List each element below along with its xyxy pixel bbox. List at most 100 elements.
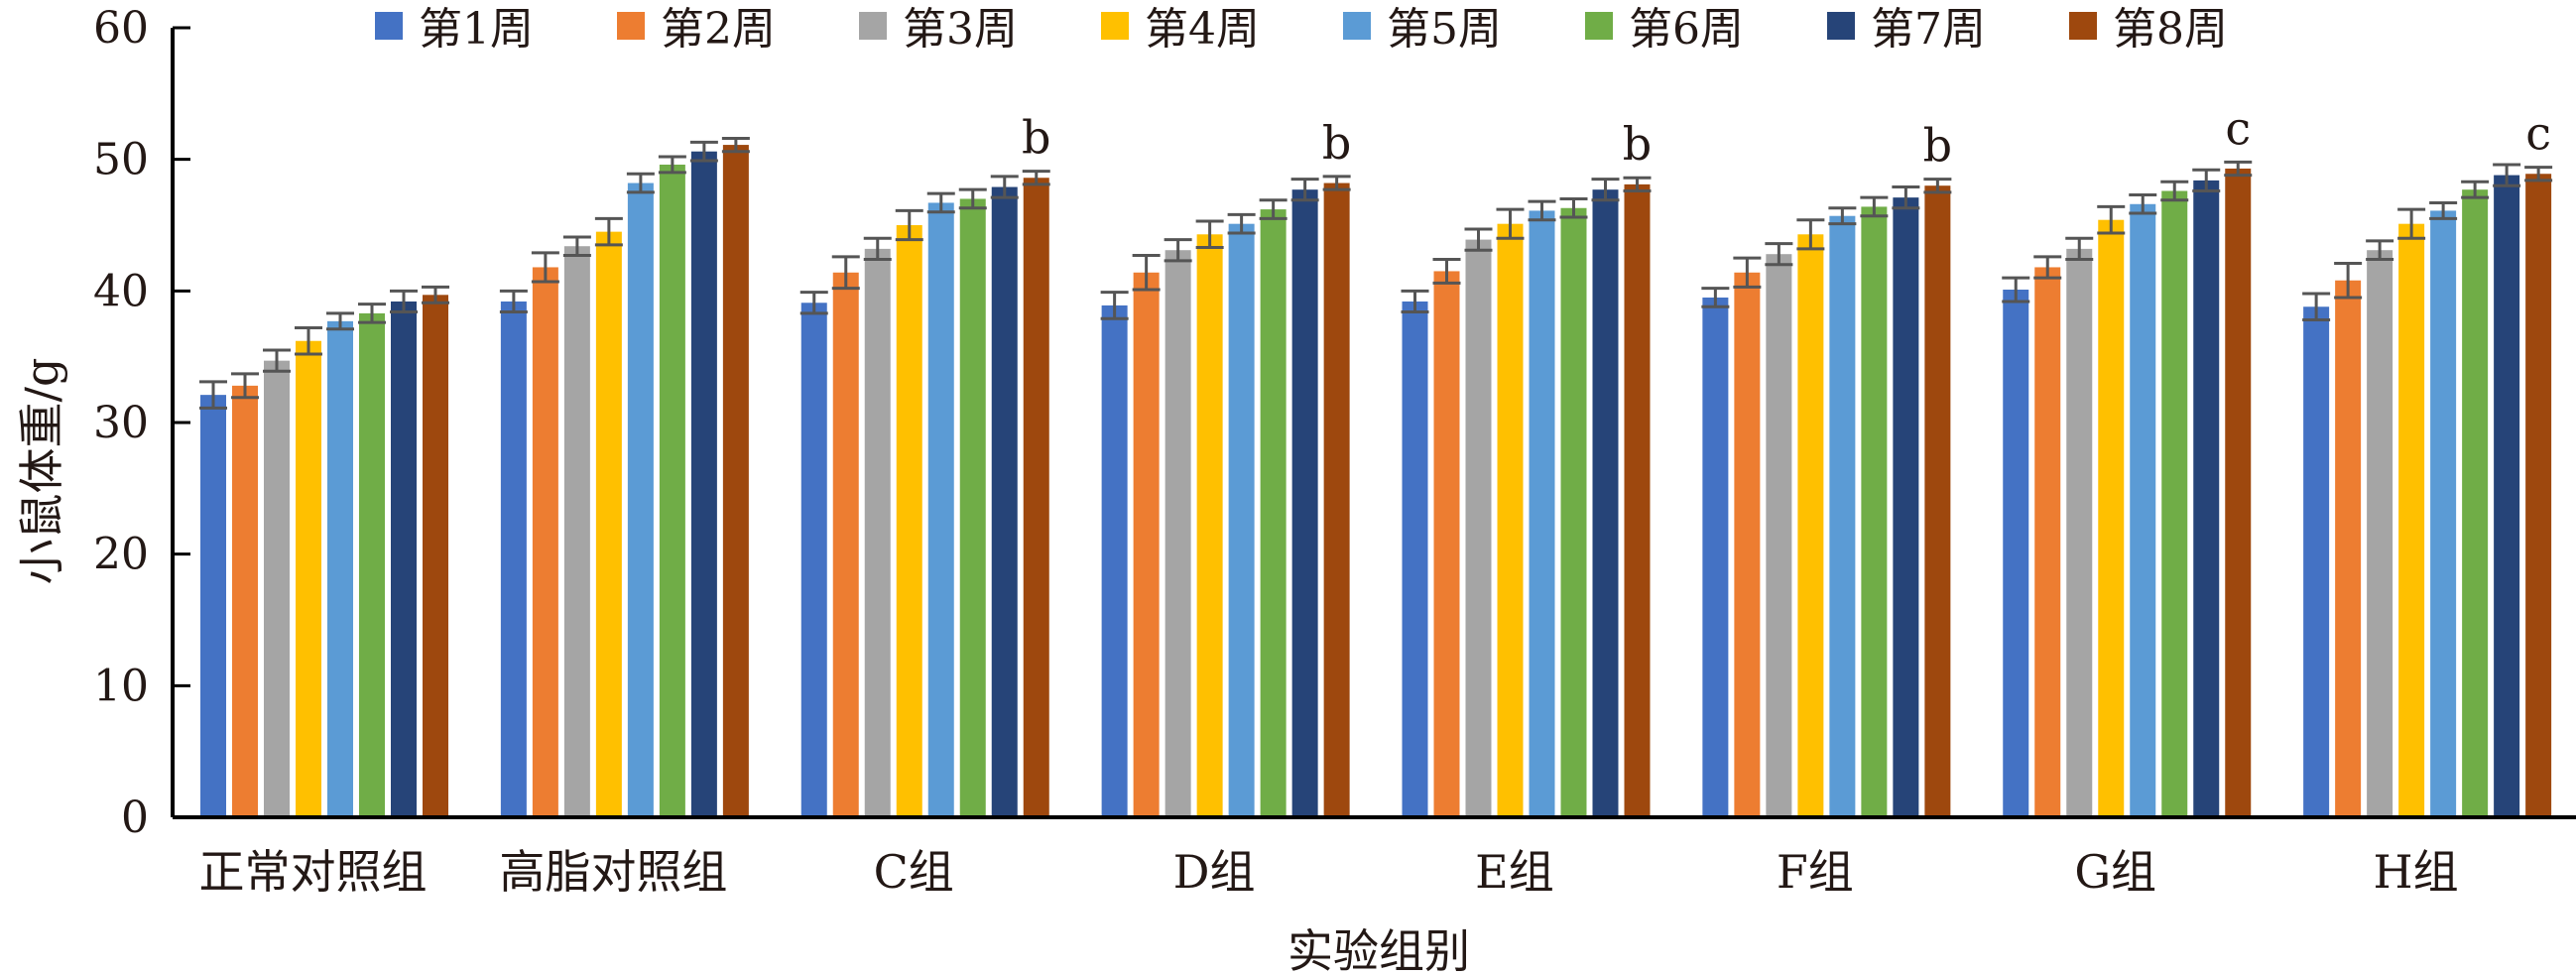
- x-tick-label: 高脂对照组: [499, 845, 727, 899]
- bar: [896, 225, 922, 817]
- legend-label: 第2周: [661, 4, 776, 55]
- legend-swatch: [1585, 12, 1613, 40]
- y-tick-label: 20: [93, 530, 149, 580]
- bar: [1529, 210, 1555, 817]
- legend-swatch: [1101, 12, 1129, 40]
- bar: [1702, 297, 1729, 817]
- bar: [200, 395, 226, 817]
- y-tick-label: 30: [93, 398, 149, 448]
- bar: [1133, 272, 1160, 817]
- bar: [2525, 174, 2552, 817]
- bar: [1624, 183, 1651, 817]
- x-tick-label: H组: [2374, 845, 2459, 899]
- legend-swatch: [375, 12, 403, 40]
- x-axis-title: 实验组别: [1288, 924, 1470, 975]
- bar: [595, 231, 622, 818]
- bar: [1465, 239, 1492, 818]
- bar: [2193, 180, 2220, 818]
- bar: [959, 198, 986, 817]
- bar: [800, 303, 827, 818]
- bar: [359, 312, 385, 817]
- bar: [2398, 223, 2425, 817]
- bar: [1893, 197, 1919, 817]
- y-axis-title: 小鼠体重/g: [15, 358, 68, 585]
- y-tick-label: 0: [121, 792, 149, 843]
- legend-label: 第6周: [1629, 4, 1744, 55]
- legend-label: 第1周: [419, 4, 534, 55]
- bar: [2335, 280, 2362, 818]
- significance-label: c: [2525, 107, 2551, 161]
- bar: [1101, 305, 1128, 818]
- bar: [391, 301, 417, 817]
- bar: [500, 301, 527, 817]
- bar: [1323, 183, 1350, 818]
- bar: [327, 320, 353, 817]
- x-tick-label: D组: [1173, 845, 1256, 899]
- bar: [296, 340, 321, 817]
- bar: [1924, 185, 1951, 817]
- bar: [1797, 234, 1824, 817]
- bar: [2462, 189, 2489, 817]
- legend-label: 第7周: [1871, 4, 1986, 55]
- bar: [1861, 206, 1888, 818]
- x-tick-label: F组: [1777, 845, 1854, 899]
- y-tick-label: 10: [93, 661, 149, 711]
- y-axis: 0 10 20 30 40 50 60: [93, 3, 190, 843]
- bar: [2034, 267, 2061, 817]
- bar: [563, 246, 590, 817]
- bar: [1829, 215, 1856, 818]
- bar: [423, 295, 448, 817]
- legend-swatch: [1827, 12, 1855, 40]
- bar: [1433, 271, 1460, 817]
- bar: [2367, 250, 2393, 817]
- bar: [2130, 203, 2156, 818]
- bar: [864, 248, 891, 817]
- bar: [1402, 301, 1428, 817]
- y-tick-label: 40: [93, 266, 149, 316]
- x-axis: 正常对照组 高脂对照组 C组 D组 E组 F组 G组 H组: [173, 815, 2576, 899]
- bar: [1165, 250, 1191, 817]
- bar: [1023, 178, 1049, 818]
- x-tick-label: C组: [874, 845, 954, 899]
- bar: [1497, 223, 1524, 817]
- bar: [1734, 272, 1761, 817]
- legend-swatch: [617, 12, 645, 40]
- bar: [2066, 248, 2093, 817]
- significance-label: c: [2225, 101, 2251, 155]
- bar: [532, 267, 558, 817]
- bar: [1228, 223, 1255, 817]
- bar: [991, 186, 1018, 817]
- bar: [232, 385, 258, 817]
- bar: [264, 360, 290, 817]
- x-tick-label: 正常对照组: [198, 845, 427, 899]
- bar: [1196, 234, 1223, 817]
- significance-label: b: [1322, 116, 1351, 170]
- significance-label: b: [1623, 117, 1652, 171]
- bar: [2161, 190, 2188, 818]
- bar: [2098, 219, 2125, 817]
- y-tick-label: 50: [93, 135, 149, 185]
- bar: [1291, 189, 1318, 817]
- significance-label: b: [1923, 119, 1952, 173]
- legend-label: 第4周: [1145, 4, 1260, 55]
- legend: 第1周 第2周 第3周 第4周 第5周 第6周 第7周 第8周: [375, 4, 2228, 55]
- bar: [659, 164, 685, 817]
- significance-label: b: [1022, 111, 1050, 165]
- bar: [1766, 254, 1792, 818]
- legend-label: 第3周: [903, 4, 1018, 55]
- bar: [1260, 209, 1287, 817]
- bar: [722, 145, 749, 817]
- legend-label: 第5周: [1387, 4, 1502, 55]
- bar: [627, 183, 654, 818]
- bar: [2303, 306, 2330, 818]
- bar: [832, 272, 859, 817]
- legend-swatch: [859, 12, 887, 40]
- bar: [1592, 189, 1619, 817]
- bar: [2430, 210, 2457, 817]
- legend-swatch: [2069, 12, 2097, 40]
- legend-label: 第8周: [2113, 4, 2228, 55]
- legend-swatch: [1343, 12, 1371, 40]
- bar: [1560, 207, 1587, 818]
